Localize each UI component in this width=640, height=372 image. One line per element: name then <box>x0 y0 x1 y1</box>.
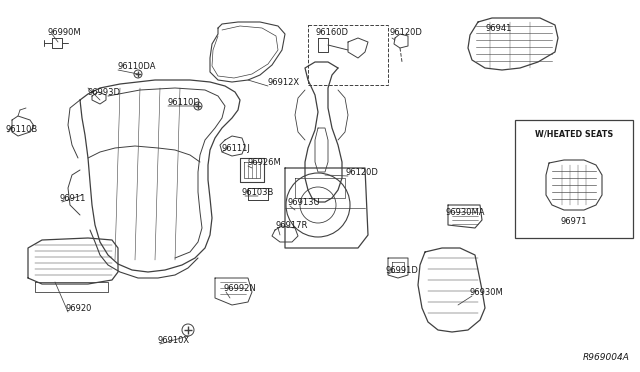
Text: 96920: 96920 <box>66 304 92 313</box>
Text: 96913U: 96913U <box>288 198 321 207</box>
Bar <box>308 25 388 85</box>
Text: 96992N: 96992N <box>224 284 257 293</box>
Text: 96160D: 96160D <box>316 28 349 37</box>
Text: 96103B: 96103B <box>242 188 275 197</box>
Text: 96930M: 96930M <box>470 288 504 297</box>
Text: 96912X: 96912X <box>268 78 300 87</box>
Text: 96110B: 96110B <box>6 125 38 134</box>
Text: 96120D: 96120D <box>346 168 379 177</box>
Text: 96110DA: 96110DA <box>118 62 157 71</box>
Text: 96941: 96941 <box>486 24 513 33</box>
Text: 96111J: 96111J <box>222 144 251 153</box>
Text: 96993D: 96993D <box>88 88 121 97</box>
Text: 96971: 96971 <box>561 217 588 226</box>
Text: 96911: 96911 <box>60 194 86 203</box>
Text: R969004A: R969004A <box>583 353 630 362</box>
Text: 96930MA: 96930MA <box>446 208 486 217</box>
Text: 96120D: 96120D <box>390 28 423 37</box>
Text: 96110D: 96110D <box>168 98 201 107</box>
Text: W/HEATED SEATS: W/HEATED SEATS <box>535 129 613 138</box>
Text: 96991D: 96991D <box>386 266 419 275</box>
Text: 96910X: 96910X <box>158 336 190 345</box>
Text: 96990M: 96990M <box>48 28 82 37</box>
Text: 96917R: 96917R <box>276 221 308 230</box>
Text: 96926M: 96926M <box>248 158 282 167</box>
Bar <box>515 120 633 238</box>
